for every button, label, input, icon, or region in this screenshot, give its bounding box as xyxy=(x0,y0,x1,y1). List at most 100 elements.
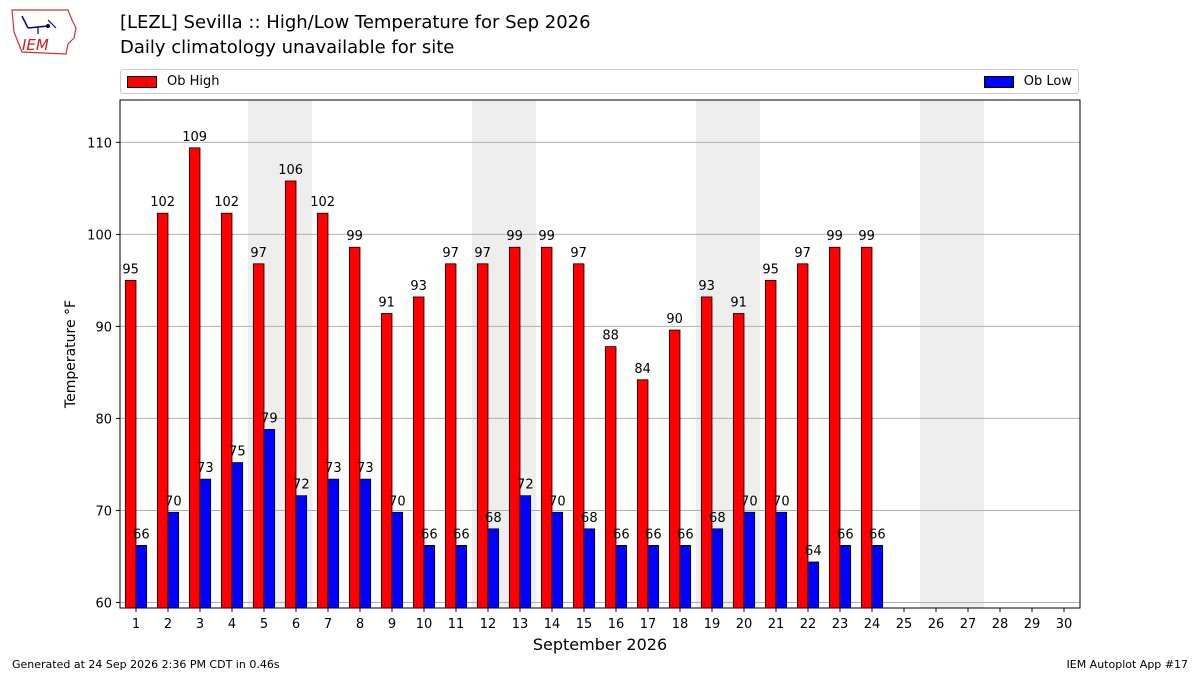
high-temp-bar xyxy=(188,147,201,609)
low-temp-bar xyxy=(871,545,884,609)
x-tick-label: 21 xyxy=(768,617,785,632)
high-temp-bar xyxy=(700,296,713,609)
high-temp-bar xyxy=(572,263,585,609)
x-tick-label: 25 xyxy=(896,617,913,632)
low-temp-label: 70 xyxy=(773,494,790,509)
legend-item-high: Ob High xyxy=(127,74,220,89)
low-temp-bar xyxy=(551,511,564,609)
high-temp-bar xyxy=(412,296,425,609)
high-temp-bar xyxy=(764,279,777,609)
high-temp-label: 95 xyxy=(122,262,139,277)
high-temp-bar xyxy=(668,329,681,609)
low-temp-bar xyxy=(679,545,692,609)
low-temp-label: 66 xyxy=(677,527,694,542)
low-temp-label: 79 xyxy=(261,411,278,426)
low-temp-label: 64 xyxy=(805,544,822,559)
footer-generated: Generated at 24 Sep 2026 2:36 PM CDT in … xyxy=(12,658,280,671)
legend-label-low: Ob Low xyxy=(1023,74,1072,89)
low-temp-label: 66 xyxy=(869,527,886,542)
low-temp-bar xyxy=(263,429,276,609)
low-temp-label: 66 xyxy=(453,527,470,542)
high-temp-label: 102 xyxy=(310,195,335,210)
high-temp-label: 91 xyxy=(730,296,747,311)
logo-text: IEM xyxy=(22,36,49,54)
high-temp-bar xyxy=(828,246,841,609)
bars xyxy=(124,147,884,609)
x-tick-label: 13 xyxy=(512,617,529,632)
low-temp-bar xyxy=(807,561,820,609)
high-temp-bar xyxy=(604,346,617,609)
low-temp-bar xyxy=(391,511,404,609)
iem-logo: IEM xyxy=(11,9,77,55)
chart-subtitle: Daily climatology unavailable for site xyxy=(120,37,455,58)
high-temp-label: 97 xyxy=(474,246,491,261)
high-temp-bar xyxy=(284,180,297,609)
x-axis-label: September 2026 xyxy=(533,635,667,654)
low-temp-bar xyxy=(359,478,372,609)
x-tick-label: 28 xyxy=(992,617,1009,632)
low-temp-bar xyxy=(199,478,212,609)
high-temp-label: 106 xyxy=(278,163,303,178)
low-temp-label: 66 xyxy=(613,527,630,542)
high-temp-bar xyxy=(636,379,649,609)
x-tick-label: 29 xyxy=(1024,617,1041,632)
high-temp-label: 99 xyxy=(346,229,363,244)
x-tick-label: 30 xyxy=(1056,617,1073,632)
low-temp-bar xyxy=(615,545,628,609)
x-tick-label: 1 xyxy=(132,617,140,632)
low-temp-label: 66 xyxy=(645,527,662,542)
low-temp-bar xyxy=(775,511,788,609)
x-tick-label: 18 xyxy=(672,617,689,632)
y-tick-label: 90 xyxy=(95,320,112,335)
high-temp-bar xyxy=(476,263,489,609)
low-temp-label: 72 xyxy=(293,478,310,493)
y-axis-label: Temperature °F xyxy=(63,300,79,409)
low-temp-label: 68 xyxy=(581,511,598,526)
high-temp-bar xyxy=(540,246,553,609)
high-temp-label: 99 xyxy=(538,229,555,244)
y-tick-label: 110 xyxy=(87,136,112,151)
x-tick-label: 2 xyxy=(164,617,172,632)
x-tick-label: 19 xyxy=(704,617,721,632)
high-temp-label: 95 xyxy=(762,262,779,277)
low-temp-label: 70 xyxy=(741,494,758,509)
low-temp-label: 73 xyxy=(197,461,214,476)
high-temp-label: 102 xyxy=(214,195,239,210)
legend-swatch-low xyxy=(983,75,1014,88)
low-temp-label: 70 xyxy=(165,494,182,509)
low-temp-bar xyxy=(647,545,660,609)
low-temp-bar xyxy=(583,528,596,609)
low-temp-label: 72 xyxy=(517,478,534,493)
x-tick-label: 3 xyxy=(196,617,204,632)
low-temp-bar xyxy=(135,545,148,609)
low-temp-label: 66 xyxy=(421,527,438,542)
high-temp-bar xyxy=(380,313,393,609)
weekend-shade-band xyxy=(952,100,984,608)
high-temp-label: 93 xyxy=(698,279,715,294)
weekend-shade-band xyxy=(920,100,952,608)
high-temp-bar xyxy=(508,246,521,609)
high-temp-label: 84 xyxy=(634,362,651,377)
low-temp-label: 68 xyxy=(709,511,726,526)
legend: Ob High Ob Low xyxy=(120,69,1079,94)
legend-item-low: Ob Low xyxy=(983,74,1072,89)
x-tick-label: 22 xyxy=(800,617,817,632)
low-temp-label: 68 xyxy=(485,511,502,526)
x-tick-label: 9 xyxy=(388,617,396,632)
low-temp-bar xyxy=(455,545,468,609)
x-tick-label: 4 xyxy=(228,617,236,632)
chart-title: [LEZL] Sevilla :: High/Low Temperature f… xyxy=(120,12,591,33)
high-temp-bar xyxy=(732,313,745,609)
x-tick-label: 23 xyxy=(832,617,849,632)
x-tick-label: 17 xyxy=(640,617,657,632)
high-temp-bar xyxy=(444,263,457,609)
legend-label-high: Ob High xyxy=(167,74,220,89)
x-tick-label: 10 xyxy=(416,617,433,632)
high-temp-label: 97 xyxy=(794,246,811,261)
y-tick-label: 80 xyxy=(95,412,112,427)
plot-frame xyxy=(119,99,1081,609)
low-temp-bar xyxy=(839,545,852,609)
high-temp-label: 88 xyxy=(602,329,619,344)
